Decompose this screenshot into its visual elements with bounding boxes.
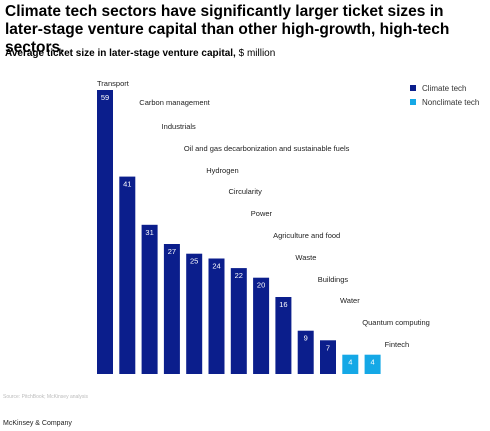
legend-swatch-climate-tech	[410, 85, 416, 91]
value-label-transport: 59	[101, 93, 109, 102]
value-label-waste: 16	[279, 300, 287, 309]
bar-fintech	[364, 354, 381, 374]
value-label-circularity: 24	[212, 262, 220, 271]
value-label-water: 7	[326, 343, 330, 352]
category-label-hydrogen: Hydrogen	[206, 166, 239, 175]
bar-oil-and-gas-decarbonization-and-sustainable-fuels	[163, 244, 180, 374]
bar-industrials	[141, 224, 158, 374]
legend-swatch-nonclimate-tech	[410, 99, 416, 105]
category-label-industrials: Industrials	[162, 122, 196, 131]
source-note: Source: PitchBook; McKinsey analysis	[3, 394, 89, 400]
bar-waste	[275, 297, 292, 374]
bar-carbon-management	[119, 176, 136, 374]
category-label-waste: Waste	[295, 253, 316, 262]
chart-subtitle: Average ticket size in later-stage ventu…	[5, 47, 485, 60]
category-label-water: Water	[340, 296, 360, 305]
value-label-fintech: 4	[371, 358, 375, 367]
value-label-hydrogen: 25	[190, 257, 198, 266]
value-label-buildings: 9	[304, 334, 308, 343]
value-label-agriculture-and-food: 20	[257, 281, 265, 290]
bar-buildings	[297, 330, 314, 374]
category-label-buildings: Buildings	[318, 275, 349, 284]
legend-item-climate-tech: Climate tech	[410, 81, 490, 95]
category-label-oil-and-gas-decarbonization-and-sustainable-fuels: Oil and gas decarbonization and sustaina…	[184, 144, 350, 153]
category-label-circularity: Circularity	[229, 187, 263, 196]
value-label-oil-and-gas-decarbonization-and-sustainable-fuels: 27	[168, 247, 176, 256]
category-label-power: Power	[251, 209, 273, 218]
legend-item-nonclimate-tech: Nonclimate tech	[410, 95, 490, 109]
bar-water	[320, 340, 336, 374]
category-label-fintech: Fintech	[385, 340, 410, 349]
legend-label-climate-tech: Climate tech	[422, 83, 467, 93]
footer-credit: McKinsey & Company	[3, 420, 72, 427]
bar-power	[230, 268, 247, 374]
category-label-transport: Transport	[97, 79, 130, 88]
bar-quantum-computing	[342, 354, 359, 374]
subtitle-unit: $ million	[235, 48, 276, 59]
legend-label-nonclimate-tech: Nonclimate tech	[422, 97, 480, 107]
value-label-quantum-computing: 4	[348, 358, 352, 367]
category-label-quantum-computing: Quantum computing	[362, 318, 430, 327]
bar-agriculture-and-food	[253, 277, 270, 374]
category-label-agriculture-and-food: Agriculture and food	[273, 231, 340, 240]
category-label-carbon-management: Carbon management	[139, 98, 210, 107]
chart-legend: Climate tech Nonclimate tech	[410, 81, 490, 109]
chart-title: Climate tech sectors have significantly …	[5, 3, 450, 56]
bar-transport	[97, 90, 113, 374]
subtitle-label: Average ticket size in later-stage ventu…	[5, 48, 236, 59]
value-label-carbon-management: 41	[123, 180, 131, 189]
bar-hydrogen	[186, 253, 203, 374]
bar-circularity	[208, 258, 225, 374]
value-label-power: 22	[235, 271, 243, 280]
value-label-industrials: 31	[145, 228, 153, 237]
